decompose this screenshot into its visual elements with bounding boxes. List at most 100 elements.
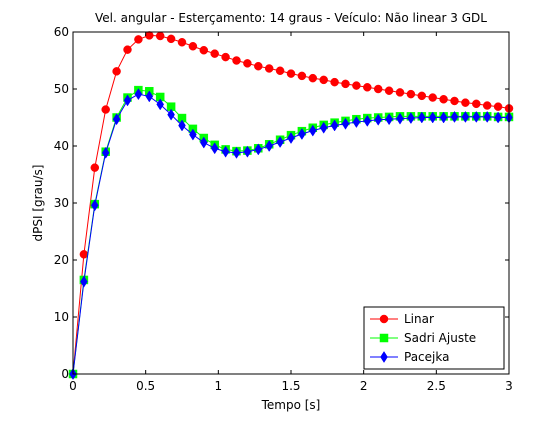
data-point [428, 111, 437, 124]
y-tick-label: 20 [54, 253, 69, 267]
data-point [494, 111, 502, 124]
data-point [91, 199, 99, 212]
data-point [80, 275, 88, 288]
legend-item: Pacejka [370, 350, 449, 364]
legend-marker [379, 314, 389, 324]
data-point [319, 75, 328, 85]
data-point [112, 113, 121, 126]
data-point [428, 93, 437, 102]
data-point [407, 112, 415, 125]
data-point [200, 136, 208, 149]
data-point [384, 86, 394, 95]
legend: Linar Sadri Ajuste Pacejka [363, 306, 505, 370]
data-point [418, 111, 426, 124]
data-point [297, 71, 307, 81]
data-point [167, 108, 175, 121]
data-point [155, 31, 165, 41]
data-point [221, 52, 230, 62]
data-point [330, 77, 339, 87]
data-point [309, 124, 317, 137]
data-point [308, 73, 318, 83]
data-point [243, 59, 252, 68]
data-point [232, 56, 241, 65]
x-tick-label: 1 [215, 379, 223, 393]
data-point [287, 132, 295, 144]
data-point [395, 88, 405, 97]
data-point [275, 66, 285, 76]
data-point [156, 98, 164, 111]
x-tick-label: 3 [505, 379, 513, 393]
data-point [134, 35, 143, 44]
data-point [385, 113, 393, 126]
data-point [330, 119, 339, 132]
data-point [439, 95, 448, 104]
data-point [319, 121, 328, 134]
data-point [243, 145, 252, 158]
data-point [472, 110, 481, 123]
data-point [341, 79, 350, 89]
legend-item: Sadri Ajuste [370, 331, 476, 345]
y-tick-label: 60 [54, 25, 69, 39]
data-point [232, 146, 241, 159]
data-point [90, 163, 100, 172]
data-point [101, 146, 110, 159]
data-point [112, 67, 121, 76]
data-point [363, 83, 372, 92]
data-point [199, 45, 209, 55]
data-point [439, 111, 448, 124]
data-point [145, 90, 154, 103]
data-point [374, 113, 382, 126]
x-tick-label: 2.5 [427, 379, 446, 393]
data-point [178, 119, 186, 132]
data-point [221, 145, 230, 158]
data-point [483, 110, 491, 123]
data-point [352, 116, 361, 129]
y-axis-label: dPSI [grau/s] [31, 165, 45, 242]
legend-marker [380, 351, 388, 363]
legend-label: Linar [404, 312, 434, 326]
x-tick-label: 0.5 [136, 379, 155, 393]
y-tick-label: 50 [54, 82, 69, 96]
data-point [417, 91, 427, 101]
data-point [461, 110, 470, 123]
data-point [461, 98, 470, 107]
x-tick-label: 0 [69, 379, 77, 393]
data-point [450, 96, 459, 106]
legend-marker [379, 333, 389, 343]
data-point [123, 94, 132, 107]
y-tick-label: 30 [54, 196, 69, 210]
data-point [482, 101, 492, 110]
legend-label: Pacejka [404, 350, 449, 364]
data-point [177, 38, 187, 47]
data-point [286, 69, 296, 78]
data-point [123, 45, 132, 54]
data-point [189, 128, 197, 141]
data-point [254, 143, 263, 156]
data-point [101, 105, 110, 114]
data-point [188, 42, 198, 51]
data-point [264, 64, 274, 73]
y-tick-label: 10 [54, 310, 69, 324]
data-point [373, 84, 383, 94]
data-point [298, 128, 306, 140]
data-point [472, 99, 481, 109]
data-point [145, 31, 154, 40]
chart-title: Vel. angular - Esterçamento: 14 graus - … [95, 11, 487, 25]
data-point [210, 142, 219, 155]
data-point [341, 117, 350, 130]
x-tick-label: 2 [360, 379, 368, 393]
legend-item: Linar [370, 312, 434, 326]
legend-label: Sadri Ajuste [404, 331, 476, 345]
data-point [363, 114, 372, 127]
data-point [210, 49, 219, 58]
y-tick-label: 0 [61, 367, 69, 381]
data-point [166, 34, 176, 44]
data-point [265, 140, 273, 152]
y-tick-label: 40 [54, 139, 69, 153]
data-point [450, 110, 459, 123]
x-axis-label: Tempo [s] [261, 398, 321, 412]
data-point [254, 61, 263, 71]
